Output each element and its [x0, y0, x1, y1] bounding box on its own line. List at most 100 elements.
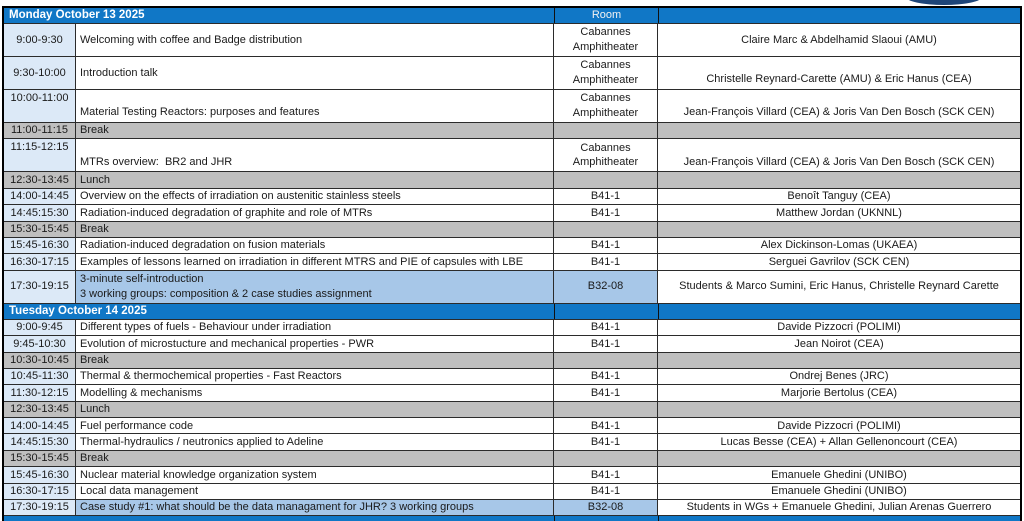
speaker-cell: Benoît Tanguy (CEA): [658, 188, 1020, 205]
table-row: 9:30-10:00 Introduction talk Cabannes Amph…: [4, 57, 1020, 90]
session-title-cell: Radiation-induced degradation of graphit…: [76, 205, 554, 221]
table-row: 15:30-15:45 Break: [4, 221, 1020, 238]
room-cell: [554, 221, 658, 237]
table-row: 10:00-11:00 Material Testing Reactors: pu…: [4, 90, 1020, 123]
day-header-spacer: [659, 304, 1020, 319]
session-title-cell: MTRs overview: BR2 and JHR: [76, 139, 554, 172]
session-title-cell: Fuel performance code: [76, 418, 554, 434]
room-cell: B41-1: [554, 483, 658, 500]
room-cell: B32-08: [554, 270, 658, 303]
speaker-cell: Students in WGs + Emanuele Ghedini, Juli…: [658, 500, 1020, 516]
room-cell: B41-1: [554, 237, 658, 254]
room-cell: [554, 450, 658, 467]
speaker-cell: Jean-François Villard (CEA) & Joris Van …: [658, 90, 1020, 122]
room-cell: B41-1: [554, 254, 658, 270]
session-title-cell: Nuclear material knowledge organization …: [76, 467, 554, 483]
room-cell: B41-1: [554, 385, 658, 401]
table-row: 11:15-12:15 MTRs overview: BR2 and JHR Cab…: [4, 139, 1020, 173]
partial-speaker-cell: [659, 516, 1020, 521]
session-title-cell: Lunch: [76, 172, 554, 188]
speaker-cell: Ondrej Benes (JRC): [658, 368, 1020, 385]
time-cell: 16:30-17:15: [4, 483, 76, 500]
room-cell: B41-1: [554, 434, 658, 450]
room-cell: B41-1: [554, 368, 658, 385]
room-cell: Cabannes Amphitheater: [554, 139, 658, 172]
time-cell: 15:30-15:45: [4, 221, 76, 237]
session-title-cell: Evolution of microstucture and mechanica…: [76, 336, 554, 352]
table-row: 10:30-10:45 Break: [4, 352, 1020, 369]
room-cell: Cabannes Amphitheater: [554, 24, 658, 56]
room-column-header: Room: [555, 8, 659, 23]
speaker-cell: Christelle Reynard-Carette (AMU) & Eric …: [658, 57, 1020, 89]
room-cell: [554, 123, 658, 139]
table-row: 15:30-15:45 Break: [4, 450, 1020, 468]
session-title-cell: Break: [76, 123, 554, 139]
session-title-cell: Radiation-induced degradation on fusion …: [76, 237, 554, 254]
time-cell: 12:30-13:45: [4, 401, 76, 418]
speaker-cell: Davide Pizzocri (POLIMI): [658, 319, 1020, 336]
session-title-cell: Break: [76, 450, 554, 467]
session-title-cell: Case study #1: what should be the data m…: [76, 500, 554, 516]
time-cell: 14:00-14:45: [4, 418, 76, 434]
session-title-cell: Thermal-hydraulics / neutronics applied …: [76, 434, 554, 450]
speaker-cell: [658, 123, 1020, 139]
table-row: 9:45-10:30 Evolution of microstucture and…: [4, 336, 1020, 353]
time-cell: 17:30-19:15: [4, 270, 76, 303]
room-column-header: [555, 303, 659, 319]
day-header-row: Tuesday October 14 2025: [4, 303, 1020, 320]
time-cell: 17:30-19:15: [4, 500, 76, 516]
room-cell: B41-1: [554, 467, 658, 483]
time-cell: 14:00-14:45: [4, 188, 76, 205]
room-cell: B41-1: [554, 188, 658, 205]
session-title-cell: Local data management: [76, 483, 554, 500]
room-cell: Cabannes Amphitheater: [554, 57, 658, 89]
room-cell: [554, 352, 658, 368]
table-row: 14:00-14:45 Fuel performance code B41-1 Dav…: [4, 418, 1020, 435]
table-row: 12:30-13:45 Lunch: [4, 172, 1020, 189]
day-title: Monday October 13 2025: [4, 8, 555, 23]
table-row: 15:45-16:30 Radiation-induced degradation…: [4, 237, 1020, 255]
speaker-cell: Emanuele Ghedini (UNIBO): [658, 467, 1020, 483]
speaker-cell: Jean Noirot (CEA): [658, 336, 1020, 352]
session-title-cell: Different types of fuels - Behaviour und…: [76, 319, 554, 336]
session-title-cell: Lunch: [76, 401, 554, 418]
session-title-cell: Material Testing Reactors: purposes and …: [76, 90, 554, 122]
session-title-cell: Overview on the effects of irradiation o…: [76, 188, 554, 205]
room-cell: [554, 401, 658, 418]
speaker-cell: Students & Marco Sumini, Eric Hanus, Chr…: [658, 270, 1020, 303]
session-title-cell: Break: [76, 221, 554, 237]
time-cell: 9:30-10:00: [4, 57, 76, 89]
speaker-cell: Alex Dickinson-Lomas (UKAEA): [658, 237, 1020, 254]
table-row: 14:45:15:30 Thermal-hydraulics / neutroni…: [4, 434, 1020, 451]
table-row: 16:30-17:15 Examples of lessons learned o…: [4, 254, 1020, 271]
table-row: 16:30-17:15 Local data management B41-1 Ema…: [4, 483, 1020, 501]
table-row: 9:00-9:30 Welcoming with coffee and Badge…: [4, 24, 1020, 57]
speaker-cell: Marjorie Bertolus (CEA): [658, 385, 1020, 401]
time-cell: 10:00-11:00: [4, 90, 76, 122]
table-row: 17:30-19:15 Case study #1: what should be…: [4, 500, 1020, 517]
speaker-cell: Claire Marc & Abdelhamid Slaoui (AMU): [658, 24, 1020, 56]
table-row: 11:00-11:15 Break: [4, 123, 1020, 140]
speaker-cell: [658, 221, 1020, 237]
time-cell: 9:45-10:30: [4, 336, 76, 352]
room-cell: [554, 172, 658, 188]
session-title-cell: Examples of lessons learned on irradiati…: [76, 254, 554, 270]
table-row: 14:45:15:30 Radiation-induced degradation…: [4, 205, 1020, 222]
speaker-cell: [658, 172, 1020, 188]
table-row: 17:30-19:15 3-minute self-introduction 3 …: [4, 270, 1020, 304]
table-row: 12:30-13:45 Lunch: [4, 401, 1020, 419]
partial-next-day-header-row: [4, 516, 1020, 521]
speaker-cell: [658, 401, 1020, 418]
speaker-cell: [658, 352, 1020, 368]
time-cell: 10:30-10:45: [4, 352, 76, 368]
time-cell: 14:45:15:30: [4, 205, 76, 221]
session-title-cell: 3-minute self-introduction 3 working gro…: [76, 270, 554, 303]
partial-room-cell: [555, 516, 659, 521]
time-cell: 11:30-12:15: [4, 385, 76, 401]
day-header-row: Monday October 13 2025 Room: [4, 8, 1020, 24]
table-row: 11:30-12:15 Modelling & mechanisms B41-1 Ma…: [4, 385, 1020, 402]
time-cell: 11:15-12:15: [4, 139, 76, 172]
session-title-cell: Thermal & thermochemical properties - Fa…: [76, 368, 554, 385]
schedule-table: Monday October 13 2025 Room 9:00-9:30 Welco…: [2, 6, 1022, 521]
